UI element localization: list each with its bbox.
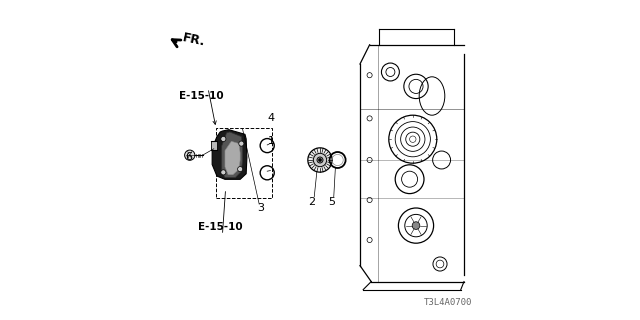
Text: FR.: FR. [181,31,206,49]
Circle shape [239,141,244,146]
Circle shape [237,166,243,172]
Circle shape [319,158,321,162]
Circle shape [317,157,323,163]
Circle shape [184,150,195,160]
Circle shape [412,222,420,229]
Bar [211,141,217,150]
Polygon shape [225,141,240,175]
Circle shape [221,170,226,175]
Circle shape [308,148,332,172]
Text: 3: 3 [257,203,264,213]
Bar [216,128,272,198]
Circle shape [221,136,226,141]
Text: 1: 1 [268,136,275,146]
Text: E-15-10: E-15-10 [179,91,224,101]
Text: 2: 2 [308,196,316,207]
Text: 5: 5 [329,196,335,207]
Text: 4: 4 [268,113,275,124]
Circle shape [314,153,326,167]
Text: T3L4A0700: T3L4A0700 [424,298,472,307]
Text: 6: 6 [186,152,192,162]
Text: E-15-10: E-15-10 [198,222,243,232]
Polygon shape [212,130,247,179]
Polygon shape [222,132,243,178]
